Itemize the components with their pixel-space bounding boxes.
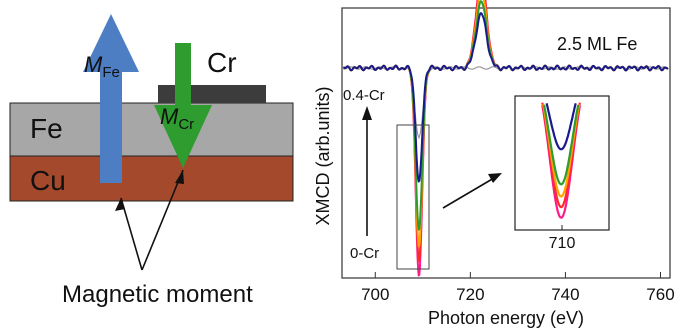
y-axis-label: XMCD (arb.units) [313,86,333,225]
x-tick-label: 720 [456,285,484,304]
zoom-region [396,124,430,270]
coverage-top-label: 0.4-Cr [343,87,385,104]
cr-moment-label: MCr [160,104,194,133]
zoom-pointer-line [442,177,495,209]
cu-layer [9,155,294,202]
schematic: Cr Fe Cu MFe MCr Magnetic moment [9,14,294,308]
inset-frame [514,95,610,231]
cr-layer [158,85,266,103]
series-group [342,0,669,277]
pointer-head-fe [115,198,125,211]
xmcd-chart: 700 720 740 760 2.5 ML Fe Photon energy (eV… [313,0,675,328]
x-tick-label: 700 [361,285,389,304]
plot-frame [341,7,671,279]
xmcd-series-4 [342,12,669,183]
pointer-head-cr [175,170,184,184]
inset-series-3 [543,104,580,186]
x-axis-label: Photon energy (eV) [428,308,584,328]
cu-label: Cu [30,165,66,196]
fe-moment-label: MFe [84,52,120,81]
fe-moment-arrow [83,14,139,183]
x-ticks: 700 720 740 760 [361,272,675,304]
cr-label: Cr [207,47,237,78]
fe-layer [9,102,294,157]
chart-annotation: 2.5 ML Fe [557,34,637,54]
x-tick-label: 740 [551,285,579,304]
caption-pointers [120,169,184,271]
xmcd-reference-line [343,66,669,140]
x-tick-label: 760 [646,285,674,304]
inset-xtick-label: 710 [549,235,576,252]
zoom-pointer-head [488,173,502,183]
inset-series-group [541,102,581,219]
inset-series-4 [545,103,577,151]
coverage-arrow-head [362,106,372,120]
fe-label: Fe [30,113,63,144]
schematic-caption: Magnetic moment [62,281,253,308]
coverage-bottom-label: 0-Cr [350,245,379,262]
cr-moment-arrow [154,43,212,168]
